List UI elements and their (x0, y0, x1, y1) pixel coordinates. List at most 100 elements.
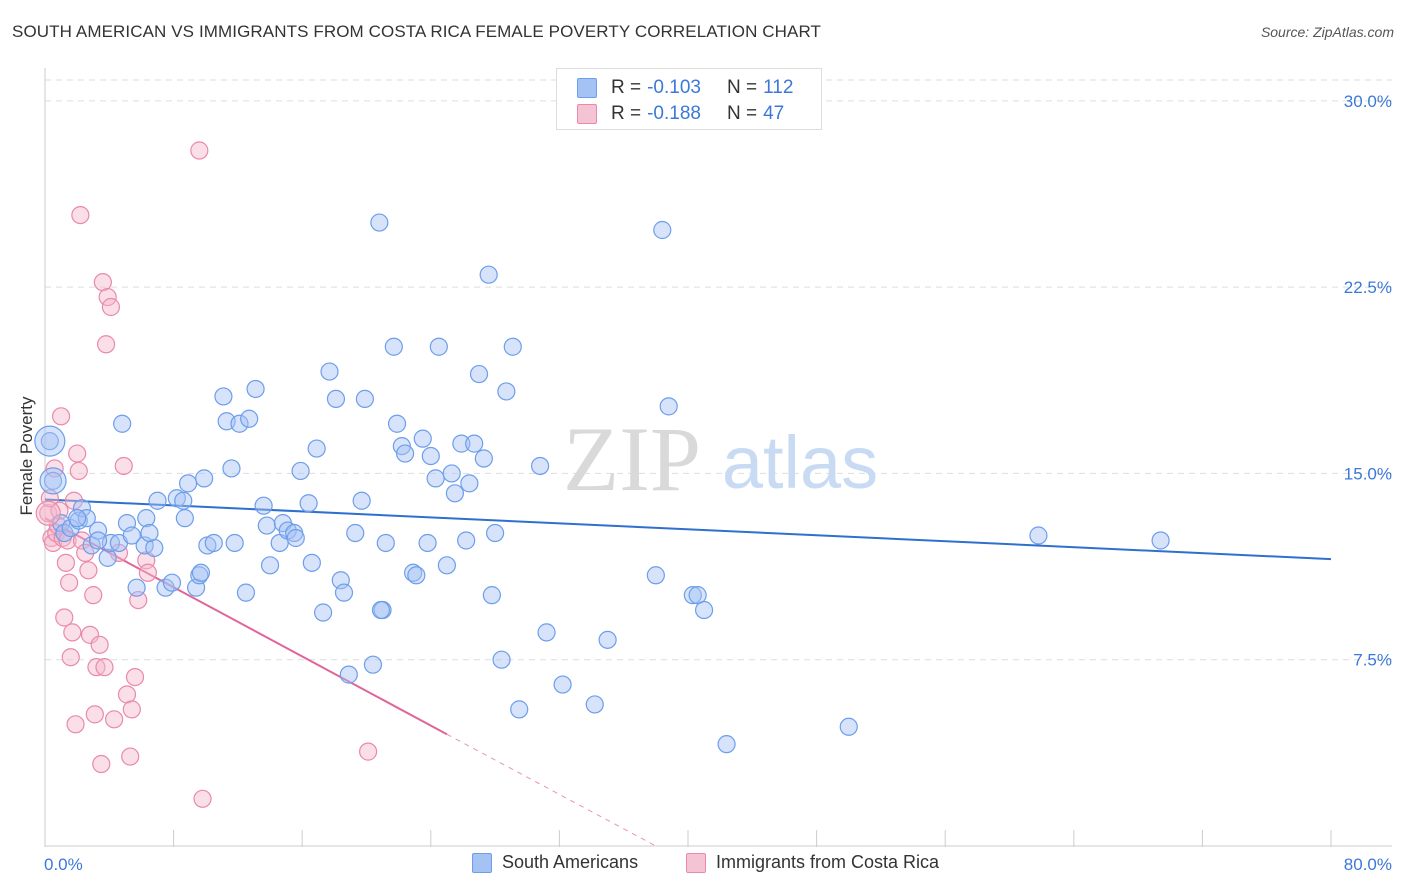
data-point (384, 337, 403, 356)
data-point (190, 141, 209, 160)
data-point (63, 623, 82, 642)
n-value: 47 (763, 103, 785, 124)
legend-item-south-americans[interactable]: South Americans (472, 852, 638, 873)
data-point (445, 484, 465, 503)
data-point (413, 429, 432, 448)
data-point (497, 382, 516, 401)
data-point (122, 700, 141, 719)
r-value: -0.103 (647, 77, 701, 98)
data-point (222, 459, 241, 478)
data-point (138, 563, 157, 582)
data-point (122, 526, 141, 545)
series-legend: South Americans Immigrants from Costa Ri… (0, 852, 1406, 878)
data-point (421, 446, 440, 466)
data-point (598, 630, 617, 649)
legend-label: South Americans (502, 852, 639, 872)
data-point (257, 516, 276, 535)
watermark-atlas: atlas (722, 421, 878, 504)
data-point (90, 635, 109, 654)
data-point (469, 364, 489, 384)
data-point (320, 362, 339, 381)
data-point (355, 389, 374, 409)
data-point (1029, 526, 1048, 545)
correlation-legend: R = -0.103 N = 112 R = -0.188 N = 47 (556, 68, 822, 130)
data-point-large (34, 425, 66, 457)
data-point (492, 650, 511, 669)
data-points (34, 141, 1170, 808)
data-point (68, 509, 87, 528)
data-point (193, 789, 212, 808)
data-point (174, 491, 193, 510)
legend-row-costa-rica: R = -0.188 N = 47 (577, 103, 784, 125)
data-point (101, 297, 121, 317)
data-point (457, 531, 476, 550)
data-point (429, 337, 448, 356)
data-point (334, 583, 354, 602)
legend-swatch-blue (472, 852, 492, 873)
data-point-large (35, 500, 61, 526)
data-point (585, 695, 604, 714)
data-point (148, 491, 167, 510)
data-point (839, 717, 858, 736)
data-point (195, 469, 214, 488)
data-point (60, 573, 79, 592)
trend-lines (44, 498, 1332, 847)
data-point (553, 675, 572, 694)
data-point (437, 556, 456, 575)
data-point (191, 563, 211, 582)
data-point-large (39, 467, 67, 495)
data-point (96, 335, 116, 354)
data-point (503, 337, 522, 356)
data-point (225, 533, 244, 553)
data-point (79, 561, 98, 580)
data-point (246, 379, 265, 399)
data-point (286, 528, 305, 548)
data-point (72, 499, 92, 518)
data-point (531, 456, 550, 476)
data-point (214, 387, 233, 406)
y-tick-label: 15.0% (1344, 464, 1392, 483)
data-point (114, 456, 133, 476)
data-point (66, 715, 85, 734)
legend-swatch-pink (686, 852, 706, 873)
data-point (339, 665, 358, 684)
data-point (39, 504, 58, 523)
data-point (302, 553, 321, 572)
data-point (717, 735, 736, 754)
data-point (69, 461, 88, 481)
data-point (352, 491, 371, 510)
data-point (418, 533, 437, 553)
data-point (395, 444, 415, 463)
r-label: R = (611, 77, 642, 98)
legend-item-costa-rica[interactable]: Immigrants from Costa Rica (686, 852, 939, 873)
data-point (683, 586, 702, 605)
data-point (359, 742, 378, 761)
n-label: N = (726, 77, 758, 98)
data-point (376, 533, 395, 553)
data-point (71, 205, 90, 225)
y-tick-label: 22.5% (1344, 278, 1392, 297)
data-point (307, 439, 326, 458)
n-label: N = (726, 103, 758, 124)
data-point (465, 434, 484, 453)
trend-line-costa-rica-extrapolated (446, 733, 657, 847)
data-point (137, 509, 156, 528)
trend-line-south-americans (44, 498, 1332, 561)
source-label: Source: ZipAtlas.com (1260, 24, 1394, 40)
n-value: 112 (763, 77, 794, 98)
legend-swatch-pink (577, 104, 597, 124)
r-label: R = (611, 103, 642, 124)
data-point (694, 600, 714, 620)
gridlines (45, 79, 1392, 661)
data-point (80, 625, 100, 644)
data-point (175, 509, 194, 528)
data-point (460, 474, 479, 493)
data-point (659, 397, 678, 416)
y-tick-label: 7.5% (1353, 651, 1392, 670)
data-point (230, 414, 249, 433)
data-point (98, 287, 117, 307)
data-point (537, 623, 556, 642)
data-point (204, 533, 223, 553)
data-point (88, 521, 108, 540)
data-point (113, 414, 132, 433)
